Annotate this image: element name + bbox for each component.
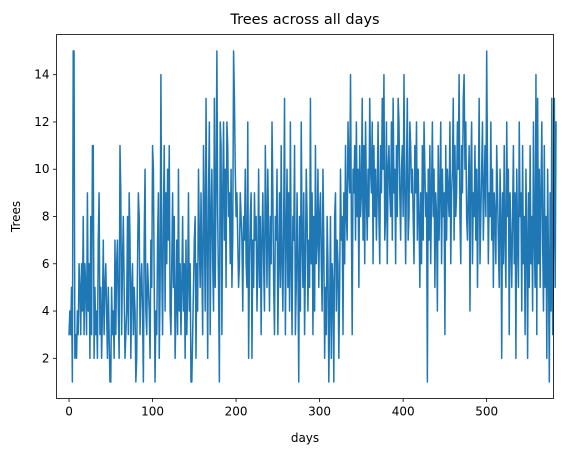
chart-title: Trees across all days [229, 12, 379, 28]
x-tick-label: 0 [65, 405, 73, 419]
y-tick-label: 2 [42, 351, 50, 365]
y-tick-label: 6 [42, 257, 50, 271]
x-tick-label: 200 [225, 405, 248, 419]
series-line [68, 50, 557, 383]
x-tick-label: 100 [141, 405, 164, 419]
x-tick-label: 300 [308, 405, 331, 419]
y-tick-label: 10 [34, 162, 49, 176]
x-axis-label: days [291, 431, 319, 445]
x-tick-label: 400 [392, 405, 415, 419]
y-tick-label: 4 [42, 304, 50, 318]
y-tick-label: 8 [42, 210, 50, 224]
y-axis-label: Trees [9, 201, 23, 233]
x-tick-label: 500 [475, 405, 498, 419]
axis-ticks: 0 100 200 300 400 500 2 4 6 8 10 12 14 [34, 68, 498, 419]
plot-frame [56, 34, 554, 399]
y-tick-label: 12 [34, 115, 49, 129]
y-tick-label: 14 [34, 68, 49, 82]
